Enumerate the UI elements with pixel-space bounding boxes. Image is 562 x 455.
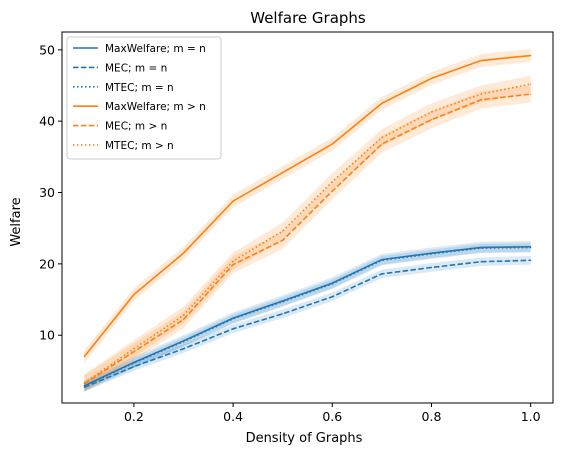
x-tick-label: 0.6 [322, 409, 342, 424]
legend-label-5: MTEC; m > n [105, 140, 174, 152]
line-series-3 [83, 54, 531, 358]
point-series-2-3 [232, 318, 234, 320]
line-series-2 [83, 246, 531, 387]
legend-label-0: MaxWelfare; m = n [105, 43, 206, 55]
x-axis: 0.2 0.4 0.6 0.8 1.0 [124, 403, 541, 424]
point-series-2-4 [282, 301, 284, 303]
point-series-5-2 [182, 314, 185, 316]
y-tick-label: 10 [39, 328, 55, 343]
y-tick-label: 20 [39, 256, 55, 271]
point-series-3-3 [232, 200, 234, 202]
point-series-5-0 [83, 382, 85, 384]
point-series-4-9 [530, 93, 532, 95]
point-series-5-5 [331, 181, 333, 183]
point-series-4-2 [182, 318, 185, 321]
plot-frame [61, 31, 554, 404]
y-axis: 10 20 30 40 50 [39, 42, 62, 343]
point-series-1-9 [530, 259, 532, 261]
y-tick-label: 50 [39, 42, 55, 57]
point-series-2-1 [133, 362, 135, 364]
legend-label-4: MEC; m > n [105, 121, 167, 133]
point-series-2-5 [331, 283, 333, 285]
x-tick-label: 0.2 [124, 409, 144, 424]
chart-title: Welfare Graphs [250, 9, 366, 27]
point-series-1-1 [133, 366, 135, 368]
point-series-4-6 [381, 143, 383, 145]
legend-box [66, 36, 222, 160]
point-series-4-1 [133, 351, 135, 353]
point-series-3-7 [430, 77, 433, 79]
point-series-5-6 [381, 136, 383, 139]
point-series-5-8 [480, 93, 482, 95]
point-series-4-3 [232, 263, 234, 266]
point-series-1-3 [232, 328, 234, 330]
point-series-2-2 [182, 341, 185, 343]
y-tick-label: 40 [39, 114, 55, 129]
point-series-3-1 [133, 293, 135, 296]
point-series-1-0 [83, 386, 85, 388]
point-series-2-9 [530, 246, 532, 249]
x-tick-label: 0.4 [223, 409, 243, 424]
point-series-5-7 [430, 111, 433, 113]
x-tick-label: 0.8 [422, 409, 442, 424]
point-series-5-1 [133, 348, 135, 350]
point-series-4-8 [480, 99, 482, 101]
point-series-3-6 [381, 102, 383, 104]
legend-label-1: MEC; m = n [105, 62, 167, 74]
point-series-2-7 [430, 253, 433, 255]
point-series-2-8 [480, 247, 482, 249]
point-series-1-7 [430, 266, 433, 269]
legend-label-3: MaxWelfare; m > n [105, 101, 206, 113]
point-series-1-4 [282, 313, 284, 315]
line-series-4 [83, 93, 531, 385]
y-axis-label: Welfare [9, 197, 24, 246]
band-series-4 [84, 85, 531, 393]
legend: MaxWelfare; m = n MEC; m = n MTEC; m = n Ma… [66, 36, 222, 160]
point-series-2-6 [381, 259, 383, 261]
x-tick-label: 1.0 [521, 409, 541, 424]
legend-label-2: MTEC; m = n [105, 82, 174, 94]
confidence-bands [84, 49, 531, 393]
point-series-3-9 [530, 54, 532, 57]
line-series-1 [84, 259, 531, 389]
point-series-3-8 [480, 59, 482, 62]
point-series-4-5 [331, 190, 333, 192]
point-series-4-7 [430, 119, 433, 121]
point-series-3-0 [83, 356, 85, 358]
point-series-5-9 [530, 83, 532, 85]
y-tick-label: 30 [39, 185, 55, 200]
point-series-3-2 [182, 252, 185, 254]
point-series-1-5 [331, 296, 333, 298]
point-series-5-3 [232, 260, 234, 262]
x-axis-label: Density of Graphs [246, 431, 363, 446]
line-series-0 [83, 245, 531, 387]
point-series-4-4 [282, 239, 284, 241]
point-series-1-8 [480, 261, 482, 263]
point-series-5-4 [282, 230, 284, 232]
point-series-1-2 [182, 348, 185, 350]
point-series-3-5 [331, 143, 333, 145]
band-series-5 [84, 75, 531, 392]
series-lines [83, 54, 532, 389]
point-series-3-4 [282, 171, 284, 174]
point-series-2-0 [83, 385, 85, 387]
point-series-1-6 [381, 273, 383, 275]
